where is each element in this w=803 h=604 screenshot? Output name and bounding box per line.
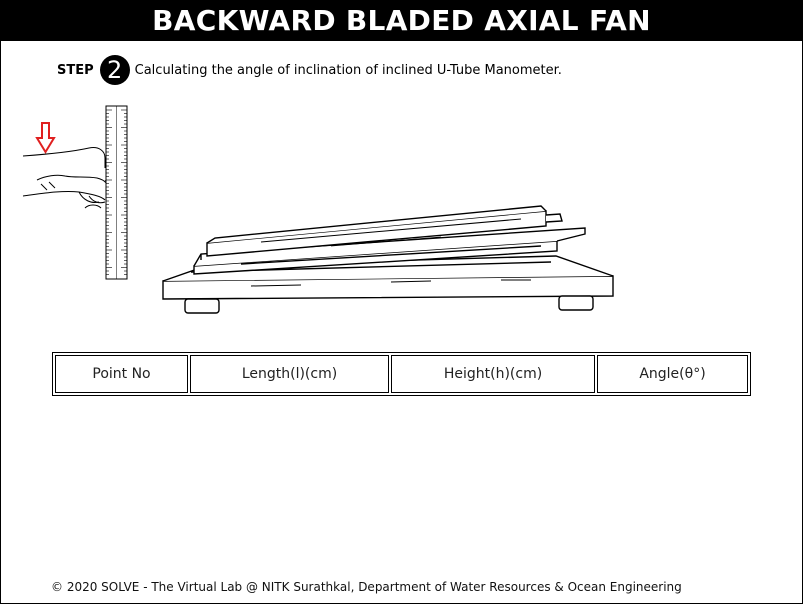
step-label: STEP xyxy=(57,62,94,78)
ruler-illustration xyxy=(105,105,128,280)
manometer-illustration xyxy=(22,105,614,314)
column-header-angle: Angle(θ°) xyxy=(597,355,748,393)
step-instruction: STEP 2 Calculating the angle of inclinat… xyxy=(57,55,562,85)
red-down-arrow-icon[interactable] xyxy=(35,122,56,154)
page-title: BACKWARD BLADED AXIAL FAN xyxy=(1,1,802,41)
footer-copyright: © 2020 SOLVE - The Virtual Lab @ NITK Su… xyxy=(51,580,682,594)
hand-illustration xyxy=(22,147,114,209)
table-header-row: Point No Length(l)(cm) Height(h)(cm) Ang… xyxy=(55,355,748,393)
inclined-manometer-board xyxy=(193,227,586,275)
step-number-badge: 2 xyxy=(99,55,130,85)
results-table: Point No Length(l)(cm) Height(h)(cm) Ang… xyxy=(52,352,751,396)
u-tube-illustration xyxy=(206,205,563,257)
column-header-length: Length(l)(cm) xyxy=(190,355,389,393)
column-header-height: Height(h)(cm) xyxy=(391,355,595,393)
column-header-point-no: Point No xyxy=(55,355,188,393)
step-text: Calculating the angle of inclination of … xyxy=(134,62,562,78)
